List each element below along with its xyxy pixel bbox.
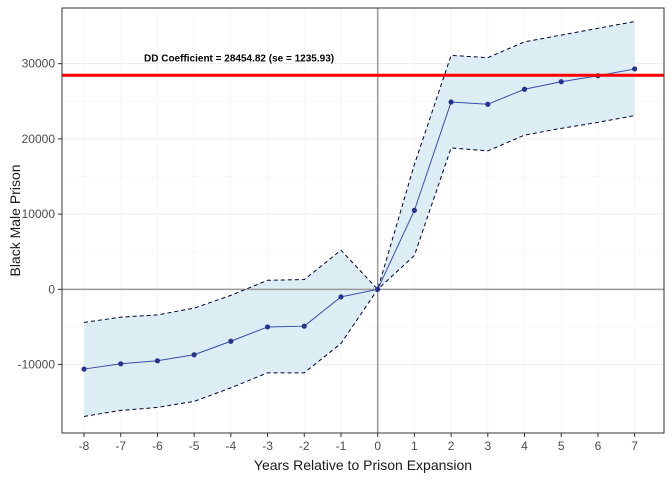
y-axis-title: Black Male Prison [7,164,23,276]
x-axis-title: Years Relative to Prison Expansion [254,457,472,473]
x-tick-label: 3 [484,439,491,453]
data-point [632,66,638,72]
x-tick-label: 4 [521,439,528,453]
estimate-line [83,68,635,370]
y-tick-label: 0 [48,282,55,296]
x-tick-label: -5 [189,439,200,453]
x-tick-label: 2 [448,439,455,453]
x-tick-label: 5 [558,439,565,453]
x-tick-label: 0 [374,439,381,453]
x-tick-label: -3 [262,439,273,453]
panel-border [61,7,665,434]
data-point [81,366,87,372]
x-tick-label: -2 [299,439,310,453]
y-tick-label: 10000 [22,207,56,221]
data-point [154,358,161,364]
data-point [485,101,491,107]
x-tick-label: -7 [115,439,126,453]
confidence-band [84,21,635,417]
x-tick-label: -4 [226,439,237,453]
data-point [411,207,417,213]
data-point [521,86,528,92]
data-point [228,338,234,344]
axes: -8 -7 -6 -5 -4 -3 -2 -1 0 1 2 3 4 5 6 7 -10000 0 10000 2000… [18,57,639,453]
data-point [264,324,271,330]
lower-ci-line [83,115,635,417]
dd-coefficient-annotation: DD Coefficient = 28454.82 (se = 1235.93) [144,53,334,64]
data-point [375,286,381,292]
data-point [558,79,564,85]
data-point [118,361,124,367]
x-tick-label: -8 [79,439,90,453]
x-tick-label: 7 [631,439,638,453]
upper-ci-line [83,21,635,323]
data-point [301,323,307,329]
y-tick-label: 30000 [22,57,56,71]
x-tick-label: -1 [336,439,347,453]
x-tick-label: 1 [411,439,418,453]
data-point [448,99,454,105]
y-tick-label: -10000 [18,358,56,372]
estimate-points [81,66,638,372]
y-tick-label: 20000 [22,132,56,146]
data-point [191,352,197,358]
x-tick-label: 6 [595,439,602,453]
x-tick-label: -6 [152,439,163,453]
data-point [338,294,344,300]
reference-lines [62,8,664,433]
